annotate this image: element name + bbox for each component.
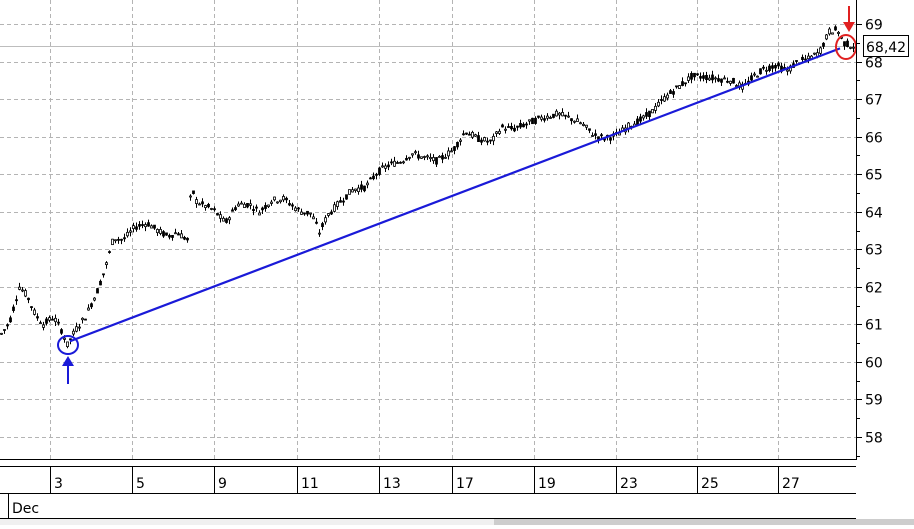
x-tick-label: 5 [136, 476, 145, 492]
price-bars [0, 25, 855, 349]
x-axis-date-labels[interactable]: 3 5 9 11 13 17 19 23 25 27 [50, 467, 800, 493]
y-tick-label: 63 [865, 243, 883, 259]
scrollbar-thumb[interactable] [494, 519, 914, 525]
y-tick-label: 64 [865, 206, 883, 222]
svg-text:68,42: 68,42 [866, 40, 906, 56]
x-tick-label: 3 [54, 476, 63, 492]
y-tick-label: 69 [865, 18, 883, 34]
x-tick-label: 9 [218, 476, 227, 492]
y-tick-label: 58 [865, 431, 883, 447]
x-tick-label: 17 [456, 476, 474, 492]
x-tick-label: 19 [538, 476, 556, 492]
y-tick-label: 66 [865, 131, 883, 147]
x-tick-label: 13 [383, 476, 401, 492]
x-tick-label: 11 [301, 476, 319, 492]
swing-low-circle [57, 335, 79, 355]
y-tick-label: 65 [865, 168, 883, 184]
y-tick-label: 59 [865, 393, 883, 409]
y-axis-ticks[interactable]: 58 59 60 61 62 63 64 65 66 67 68 69 [856, 18, 883, 457]
y-tick-label: 67 [865, 93, 883, 109]
horizontal-scrollbar[interactable] [0, 519, 914, 525]
x-tick-label: 27 [782, 476, 800, 492]
y-tick-label: 62 [865, 281, 883, 297]
x-tick-label: 23 [620, 476, 638, 492]
y-tick-label: 60 [865, 356, 883, 372]
current-price-label: 68,42 [863, 35, 909, 57]
trendline[interactable] [69, 47, 841, 343]
horizontal-gridlines [0, 24, 856, 438]
y-tick-label: 68 [865, 56, 883, 72]
period-label-dec: Dec [12, 501, 39, 517]
y-tick-label: 61 [865, 318, 883, 334]
x-tick-label: 25 [701, 476, 719, 492]
